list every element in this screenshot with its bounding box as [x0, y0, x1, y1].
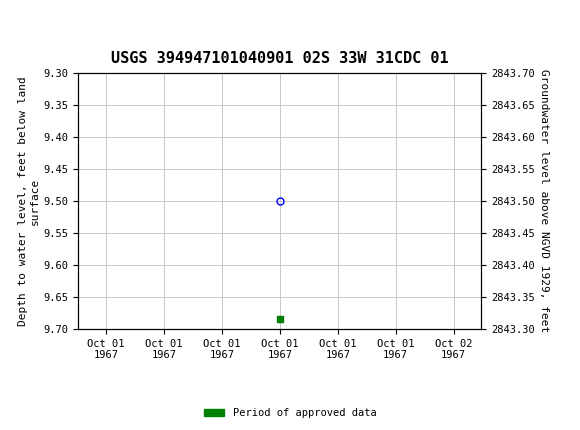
Legend: Period of approved data: Period of approved data — [200, 404, 380, 423]
Text: ▒USGS: ▒USGS — [9, 9, 67, 31]
Title: USGS 394947101040901 02S 33W 31CDC 01: USGS 394947101040901 02S 33W 31CDC 01 — [111, 51, 449, 66]
Y-axis label: Groundwater level above NGVD 1929, feet: Groundwater level above NGVD 1929, feet — [539, 69, 549, 333]
Y-axis label: Depth to water level, feet below land
surface: Depth to water level, feet below land su… — [18, 76, 39, 326]
